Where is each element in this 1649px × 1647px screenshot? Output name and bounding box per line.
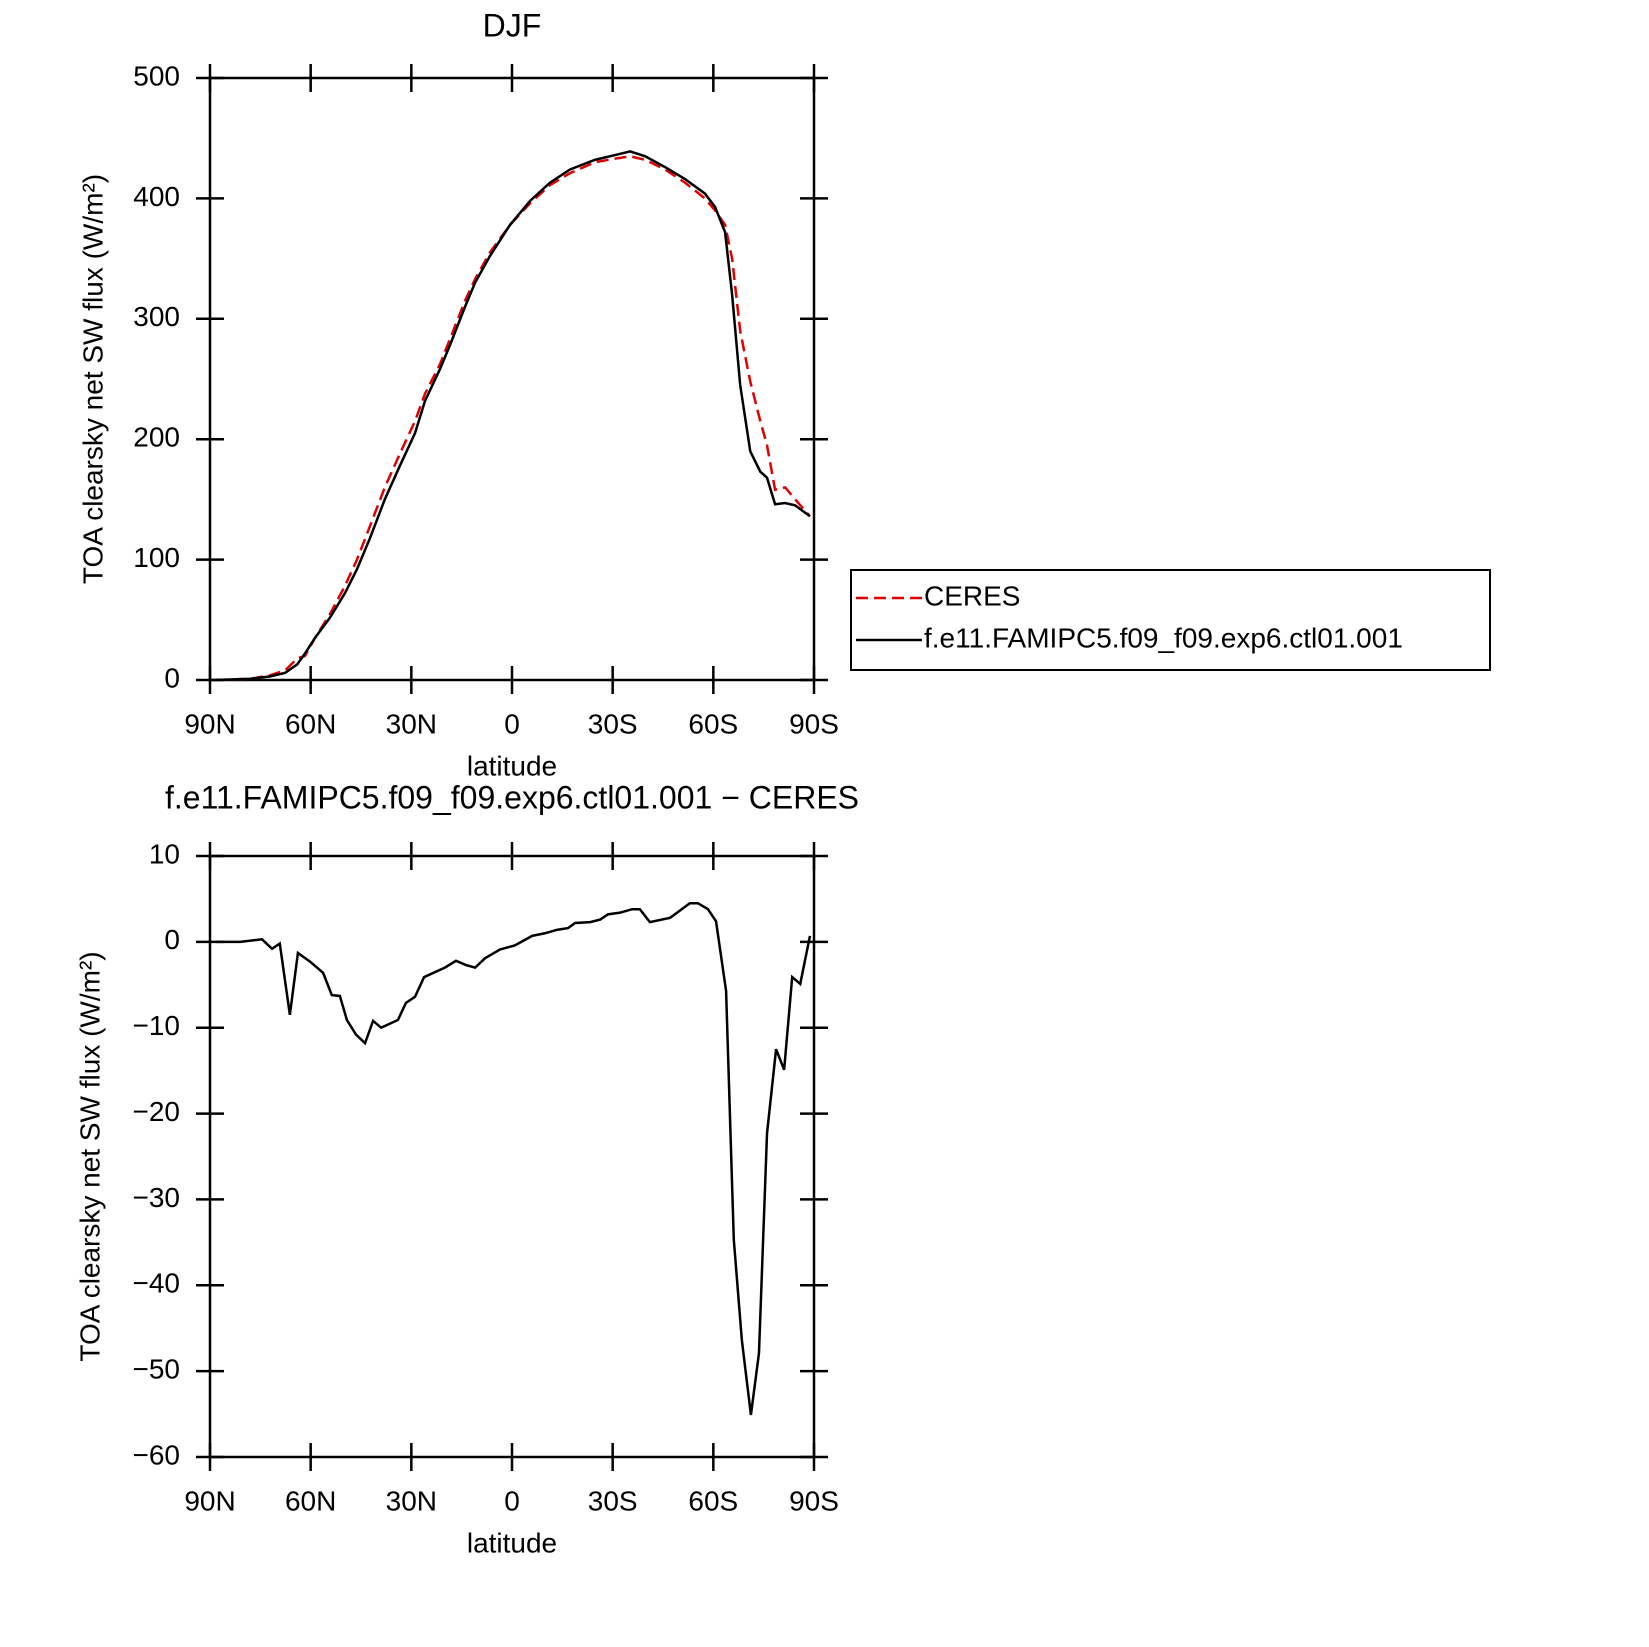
plot-frame [208, 854, 816, 1459]
x-axis-label: latitude [467, 1527, 557, 1558]
y-tick-label: 500 [133, 60, 180, 91]
y-tick-label: 0 [164, 662, 180, 693]
data-line [216, 901, 812, 1416]
y-tick-label: 300 [133, 301, 180, 332]
x-tick-label: 30N [386, 1485, 437, 1516]
x-tick-label: 30N [386, 708, 437, 739]
x-tick-label: 60N [285, 708, 336, 739]
x-tick-label: 90N [184, 1485, 235, 1516]
y-axis-label: TOA clearsky net SW flux (W/m²) [77, 174, 108, 584]
x-tick-label: 0 [504, 1485, 520, 1516]
x-tick-label: 90S [789, 1485, 839, 1516]
y-tick-label: 100 [133, 542, 180, 573]
legend-box [850, 569, 1491, 671]
y-tick-label: 10 [149, 838, 180, 869]
plot-frame [208, 76, 816, 682]
x-tick-label: 90S [789, 708, 839, 739]
y-tick-label: −50 [133, 1354, 181, 1385]
chart-title: DJF [483, 7, 542, 43]
y-tick-label: −10 [133, 1010, 181, 1041]
legend-label: CERES [924, 580, 1020, 611]
y-tick-label: −30 [133, 1182, 181, 1213]
data-line [214, 154, 811, 682]
y-tick-label: −60 [133, 1439, 181, 1470]
x-tick-label: 60S [688, 708, 738, 739]
x-tick-label: 60N [285, 1485, 336, 1516]
x-tick-label: 0 [504, 708, 520, 739]
legend-label: f.e11.FAMIPC5.f09_f09.exp6.ctl01.001 [924, 622, 1403, 653]
y-tick-label: −20 [133, 1096, 181, 1127]
x-axis-label: latitude [467, 750, 557, 781]
y-axis-label: TOA clearsky net SW flux (W/m²) [74, 951, 105, 1361]
x-tick-label: 90N [184, 708, 235, 739]
y-tick-label: 200 [133, 422, 180, 453]
chart-title: f.e11.FAMIPC5.f09_f09.exp6.ctl01.001 − C… [165, 779, 859, 815]
x-tick-label: 30S [588, 708, 638, 739]
y-tick-label: −40 [133, 1268, 181, 1299]
y-tick-label: 400 [133, 181, 180, 212]
data-line [214, 150, 811, 682]
y-tick-label: 0 [164, 924, 180, 955]
x-tick-label: 60S [688, 1485, 738, 1516]
x-tick-label: 30S [588, 1485, 638, 1516]
